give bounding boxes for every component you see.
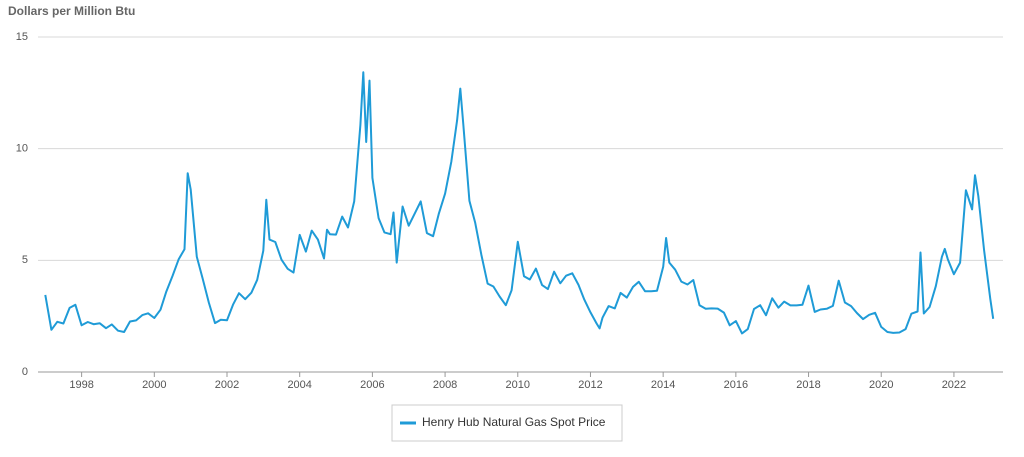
x-tick-label: 2000 [142,379,166,391]
x-tick-label: 2016 [724,379,748,391]
x-tick-label: 2018 [796,379,820,391]
x-tick-label: 2014 [651,379,675,391]
x-tick-label: 2006 [360,379,384,391]
y-axis-label: Dollars per Million Btu [8,4,135,18]
series-line [44,71,995,335]
x-tick-label: 2010 [506,379,530,391]
x-tick-label: 2012 [578,379,602,391]
legend-box[interactable] [391,404,623,442]
x-tick-label: 2002 [215,379,239,391]
y-tick-label: 15 [16,31,28,43]
x-tick-label: 2008 [433,379,457,391]
x-tick-label: 2020 [869,379,893,391]
x-tick-label: 1998 [69,379,93,391]
x-tick-label: 2022 [942,379,966,391]
y-tick-label: 5 [22,254,28,266]
legend-label[interactable]: Henry Hub Natural Gas Spot Price [422,415,606,429]
x-tick-label: 2004 [287,379,311,391]
y-tick-label: 0 [22,366,28,378]
y-tick-label: 10 [16,143,28,155]
